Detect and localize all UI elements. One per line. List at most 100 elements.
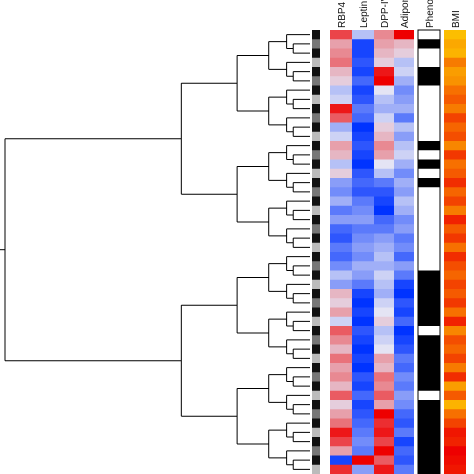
heatmap-cell <box>330 464 352 474</box>
phenotype-cell <box>418 178 440 188</box>
column-label: DPP-IV <box>380 0 391 28</box>
heatmap-cell <box>330 427 352 438</box>
heatmap-cell <box>394 344 414 355</box>
heatmap-cell <box>394 178 414 188</box>
heatmap-cell <box>374 316 394 327</box>
heatmap-cell <box>394 418 414 429</box>
heatmap-cell <box>394 298 414 308</box>
phenotype-cell <box>418 455 440 466</box>
heatmap-cell <box>394 335 414 345</box>
phenotype-cell <box>418 270 440 281</box>
heatmap-cell <box>394 353 414 364</box>
heatmap-cell <box>330 335 352 345</box>
heatmap-cell <box>330 113 352 123</box>
bmi-cell <box>444 446 466 456</box>
heatmap-cell <box>394 289 414 299</box>
phenotype-cell <box>418 122 440 133</box>
heatmap-cell <box>352 178 374 188</box>
row-marker <box>312 48 320 59</box>
heatmap-cell <box>352 205 374 216</box>
bmi-cell <box>444 381 466 392</box>
phenotype-cell <box>418 141 440 151</box>
row-marker <box>312 390 320 401</box>
phenotype-cell <box>418 464 440 474</box>
heatmap-cell <box>374 224 394 234</box>
row-marker <box>312 131 320 142</box>
heatmap-cell <box>394 113 414 123</box>
heatmap-cell <box>394 316 414 327</box>
bmi-cell <box>444 390 466 401</box>
phenotype-cell <box>418 224 440 234</box>
heatmap-cell <box>352 252 374 262</box>
phenotype-cell <box>418 242 440 253</box>
row-marker <box>312 141 320 151</box>
dendrogram <box>0 34 310 470</box>
bmi-cell <box>444 94 466 105</box>
row-marker <box>312 353 320 364</box>
heatmap-cell <box>352 168 374 179</box>
phenotype-cell <box>418 316 440 327</box>
heatmap-cell <box>394 363 414 373</box>
phenotype-cell <box>418 57 440 68</box>
column-label: Leptin <box>359 1 370 28</box>
heatmap-cell <box>352 30 374 40</box>
heatmap-cell <box>374 455 394 466</box>
phenotype-cell <box>418 409 440 419</box>
bmi-cell <box>444 242 466 253</box>
heatmap-cell <box>394 270 414 281</box>
heatmap-cell <box>374 187 394 197</box>
bmi-cell <box>444 298 466 308</box>
heatmap-cell <box>330 196 352 207</box>
heatmap-cell <box>352 298 374 308</box>
bmi-cell <box>444 307 466 318</box>
heatmap-cell <box>374 400 394 410</box>
phenotype-cell <box>418 289 440 299</box>
heatmap-cell <box>374 261 394 271</box>
bmi-cell <box>444 427 466 438</box>
row-marker <box>312 298 320 308</box>
bmi-cell <box>444 289 466 299</box>
heatmap-cell <box>374 104 394 114</box>
heatmap-cell <box>394 409 414 419</box>
heatmap-cell <box>374 427 394 438</box>
heatmap-cell <box>330 150 352 160</box>
phenotype-cell <box>418 298 440 308</box>
bmi-cell <box>444 437 466 447</box>
phenotype-cell <box>418 30 440 40</box>
heatmap-cell <box>330 141 352 151</box>
heatmap-cell <box>352 437 374 447</box>
phenotype-cell <box>418 85 440 96</box>
heatmap-cell <box>330 39 352 49</box>
heatmap-cell <box>352 289 374 299</box>
bmi-cell <box>444 187 466 197</box>
heatmap-cell <box>352 446 374 456</box>
phenotype-cell <box>418 279 440 290</box>
bmi-cell <box>444 178 466 188</box>
phenotype-cell <box>418 427 440 438</box>
phenotype-cell <box>418 104 440 114</box>
heatmap-cell <box>330 159 352 170</box>
heatmap-cell <box>352 76 374 86</box>
heatmap-cell <box>394 159 414 170</box>
heatmap-cell <box>394 196 414 207</box>
heatmap-grid <box>330 30 414 474</box>
row-marker <box>312 57 320 68</box>
heatmap-cell <box>394 168 414 179</box>
bmi-cell <box>444 261 466 271</box>
heatmap-cell <box>352 215 374 225</box>
heatmap-cell <box>394 242 414 253</box>
heatmap-cell <box>374 150 394 160</box>
heatmap-cell <box>352 335 374 345</box>
heatmap-cell <box>330 252 352 262</box>
row-marker <box>312 215 320 225</box>
column-label: Adipon <box>400 0 411 28</box>
heatmap-cell <box>394 446 414 456</box>
row-marker <box>312 94 320 105</box>
phenotype-cell <box>418 252 440 262</box>
phenotype-column-border <box>417 29 441 474</box>
phenotype-cell <box>418 335 440 345</box>
phenotype-cell <box>418 261 440 271</box>
heatmap-cell <box>394 427 414 438</box>
heatmap-cell <box>330 76 352 86</box>
